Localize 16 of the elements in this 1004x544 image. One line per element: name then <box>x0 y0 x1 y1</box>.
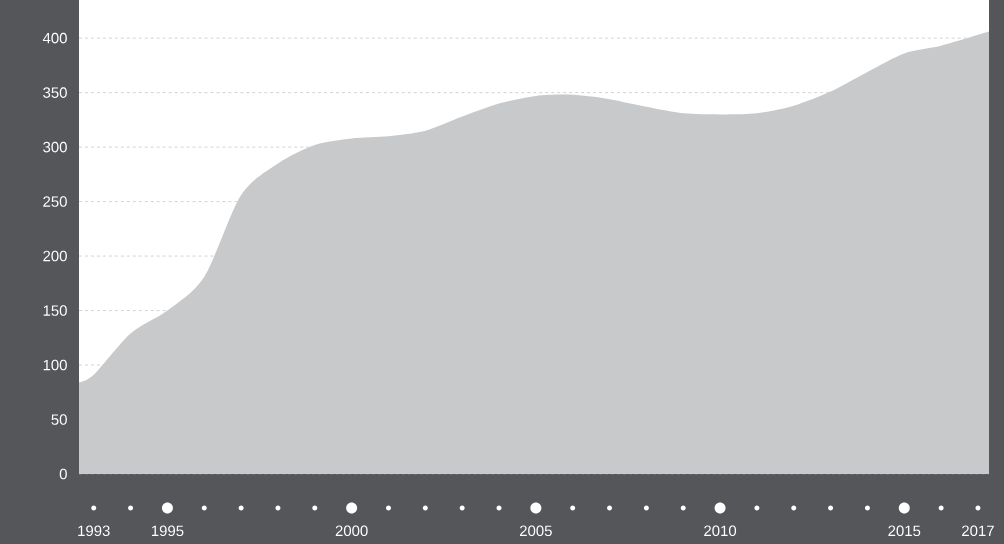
y-tick-label: 350 <box>43 87 67 98</box>
x-tick-label: 2017 <box>962 525 994 537</box>
y-tick-label: 0 <box>59 468 67 480</box>
x-tick-label: 2000 <box>335 525 368 537</box>
x-tick-label: 2005 <box>519 525 552 537</box>
y-tick-label: 300 <box>43 141 67 153</box>
x-tick-label: 1995 <box>151 525 184 537</box>
y-tick-label: 150 <box>43 305 67 316</box>
y-tick-label: 200 <box>43 250 67 262</box>
y-tick-label: 400 <box>42 32 67 44</box>
y-tick-label: 100 <box>43 359 67 371</box>
x-tick-label: 1993 <box>78 525 110 537</box>
y-tick-label: 50 <box>51 414 67 425</box>
y-tick-label: 250 <box>43 196 67 207</box>
x-tick-label: 2010 <box>704 525 737 537</box>
x-tick-label: 2015 <box>888 525 921 537</box>
